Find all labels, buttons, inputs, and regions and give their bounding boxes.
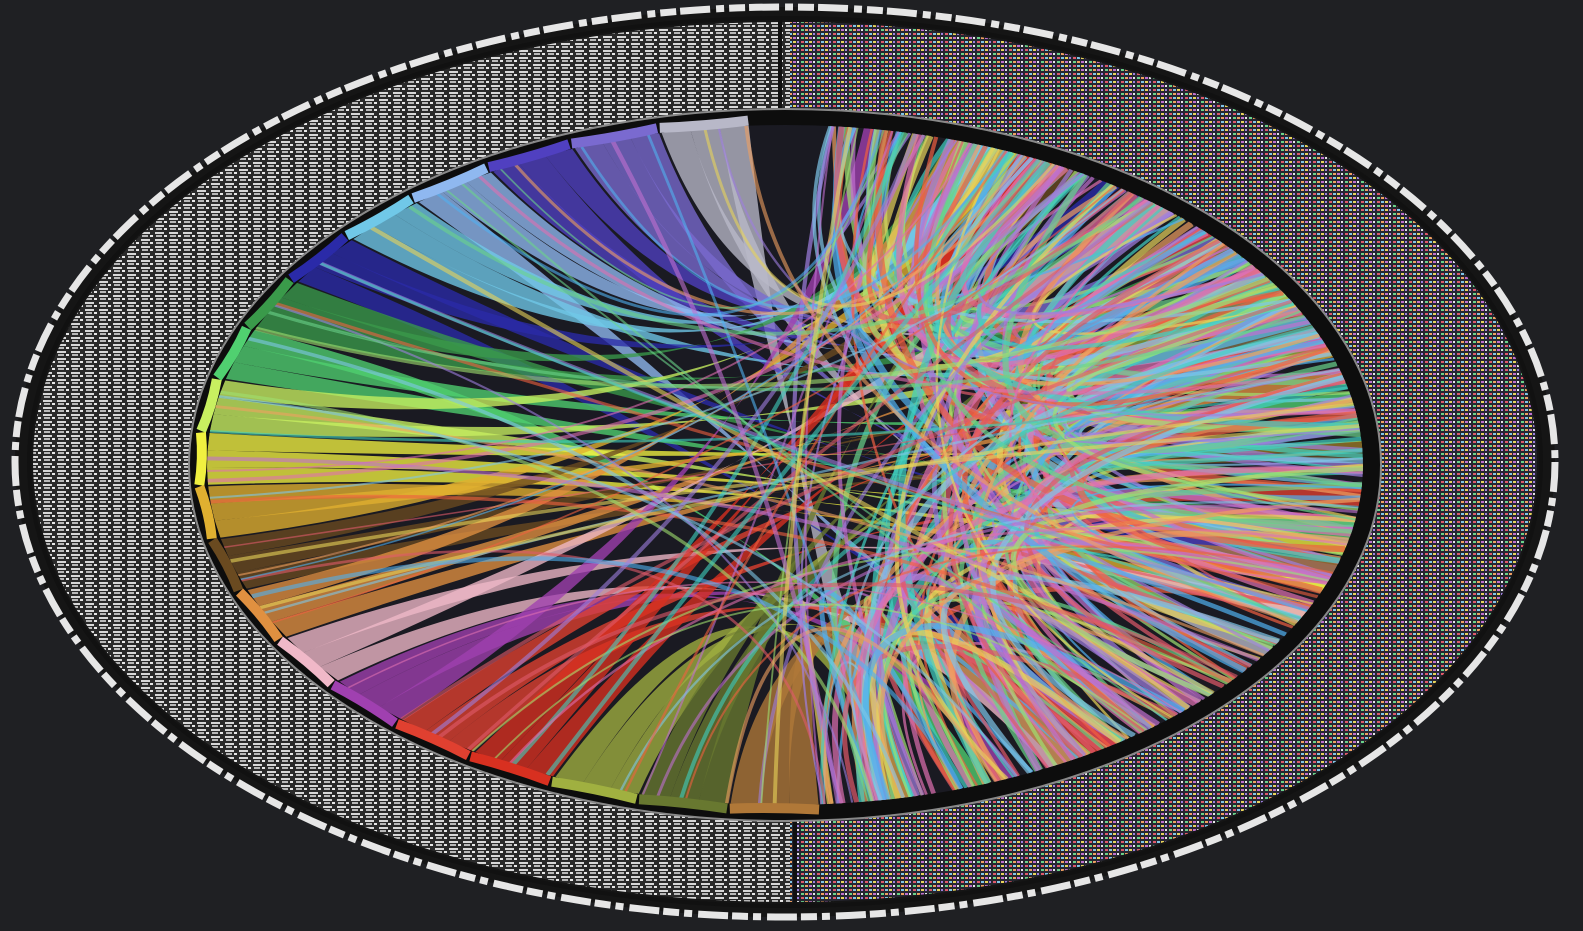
chord-thread xyxy=(207,456,1260,662)
chord-thread xyxy=(209,386,1349,443)
chord-thread xyxy=(1064,368,1360,445)
chord-thread xyxy=(859,132,998,333)
segment-arc xyxy=(277,636,335,688)
chord-ribbon xyxy=(213,397,1330,592)
chord-thread xyxy=(255,276,1270,389)
chord-thread xyxy=(220,390,874,802)
segment-arc xyxy=(344,194,414,241)
chord-ribbon xyxy=(228,324,1322,573)
chord-thread xyxy=(545,158,1041,777)
chord-thread xyxy=(400,299,1293,721)
segment-arc xyxy=(330,680,398,727)
chord-ribbon xyxy=(759,622,1081,805)
chord-thread xyxy=(471,546,1329,752)
chord-thread xyxy=(1010,465,1363,698)
chord-thread xyxy=(977,172,1295,351)
segment-arc xyxy=(469,751,552,786)
chord-thread xyxy=(744,125,1299,625)
chord-thread xyxy=(678,325,1314,801)
segment-arc xyxy=(288,233,349,283)
chord-ribbon xyxy=(287,546,1309,653)
chord-thread xyxy=(370,225,1215,696)
chord-ribbon xyxy=(545,148,1147,321)
chord-thread xyxy=(499,129,885,309)
chord-thread xyxy=(513,159,1043,316)
chord-thread xyxy=(347,581,1182,714)
chord-thread xyxy=(610,139,841,804)
chord-ribbon xyxy=(493,163,1275,353)
chord-thread xyxy=(724,626,998,804)
segment-arc xyxy=(194,484,217,540)
segment-arc xyxy=(196,378,222,433)
chord-ribbon xyxy=(526,227,1213,777)
segment-arc xyxy=(411,163,489,203)
chord-ribbon xyxy=(271,370,1346,637)
segment-arc xyxy=(194,432,207,486)
chord-thread xyxy=(478,175,1340,395)
chord-thread xyxy=(511,131,905,767)
chord-thread xyxy=(240,549,826,805)
chord-thread xyxy=(772,126,853,805)
chord-thread xyxy=(508,526,1348,765)
chord-thread xyxy=(966,531,1330,764)
chord-thread xyxy=(493,603,1148,760)
chord-thread xyxy=(218,395,1018,778)
chord-ribbon xyxy=(555,626,911,800)
chord-thread xyxy=(820,190,1131,805)
chord-thread xyxy=(619,501,1359,792)
chords xyxy=(207,125,1363,805)
segment-arc xyxy=(244,277,294,331)
chord-ribbon xyxy=(698,160,1058,804)
chord-thread xyxy=(879,497,1361,799)
chord-thread xyxy=(717,127,1355,417)
chord-thread xyxy=(757,200,1152,805)
chord-thread xyxy=(430,133,918,736)
segment-arc xyxy=(659,115,749,133)
segment-arc xyxy=(570,123,659,149)
chord-thread xyxy=(940,574,1280,775)
segment-arc xyxy=(638,794,728,814)
chord-thread xyxy=(1032,213,1297,336)
chord-ribbon xyxy=(210,347,1334,521)
chord-thread xyxy=(436,129,883,317)
chord-thread xyxy=(907,141,1065,300)
chord-thread xyxy=(580,146,1006,309)
segment-arc xyxy=(487,139,571,173)
chord-thread xyxy=(851,128,1076,761)
chord-thread xyxy=(804,125,834,805)
chord-thread xyxy=(684,545,1334,801)
segment-arc xyxy=(551,776,638,804)
chord-thread xyxy=(408,196,1144,336)
chord-thread xyxy=(866,130,988,306)
chord-thread xyxy=(251,556,963,790)
segment-arc xyxy=(729,802,820,815)
chord-thread xyxy=(268,310,1305,392)
segment-arc xyxy=(213,325,252,381)
chord-thread xyxy=(901,580,1049,777)
segment-arc xyxy=(208,537,244,593)
chord-ribbon xyxy=(207,467,1330,593)
segment-arc xyxy=(395,719,471,760)
chord-thread xyxy=(209,188,1124,499)
segment-arc xyxy=(235,588,283,643)
chord-thread xyxy=(977,172,1264,315)
